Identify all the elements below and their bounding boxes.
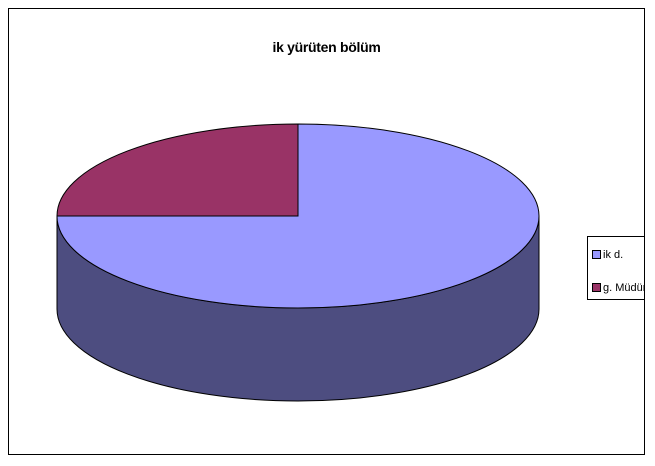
legend-item-g-mudur: g. Müdür — [592, 281, 645, 295]
chart-title: ik yürüten bölüm — [272, 39, 381, 55]
legend-label-ik-d: ik d. — [603, 249, 624, 261]
legend-label-g-mudur: g. Müdür — [603, 282, 645, 294]
legend-item-ik-d: ik d. — [592, 248, 623, 262]
pie-chart — [56, 123, 540, 402]
pie-slice-g-mudur — [56, 123, 299, 217]
legend-swatch-g-mudur — [592, 282, 601, 292]
pie-slice-ik-d — [56, 123, 540, 309]
legend: ik d. g. Müdür — [587, 236, 645, 300]
legend-swatch-ik-d — [592, 249, 601, 259]
chart-frame: ik yürüten bölüm ik d. g. Müdür — [8, 8, 645, 455]
